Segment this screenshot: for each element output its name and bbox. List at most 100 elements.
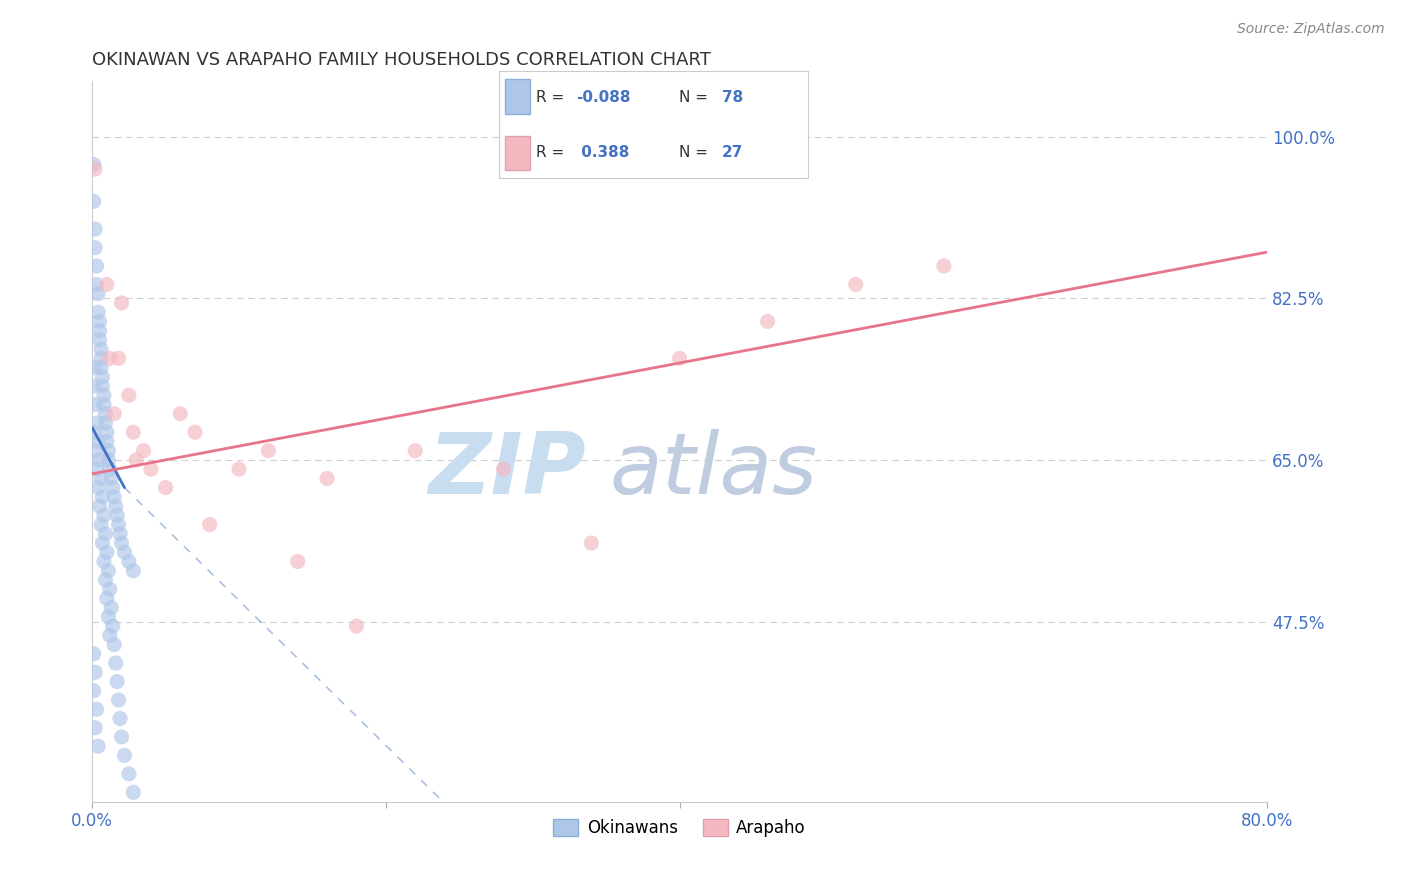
Text: 0.388: 0.388 bbox=[576, 145, 630, 161]
Point bbox=[91, 369, 114, 384]
Point bbox=[118, 767, 141, 781]
Point bbox=[114, 545, 136, 559]
Text: R =: R = bbox=[536, 89, 569, 104]
Point bbox=[93, 508, 115, 523]
Point bbox=[103, 490, 125, 504]
Text: Source: ZipAtlas.com: Source: ZipAtlas.com bbox=[1237, 22, 1385, 37]
Point bbox=[84, 241, 107, 255]
Point bbox=[90, 360, 112, 375]
Point bbox=[86, 277, 108, 292]
Point bbox=[845, 277, 868, 292]
Point bbox=[932, 259, 955, 273]
Point bbox=[84, 222, 107, 236]
Point bbox=[155, 481, 177, 495]
Point bbox=[105, 508, 128, 523]
Point bbox=[107, 517, 129, 532]
Point bbox=[83, 194, 105, 209]
Point bbox=[100, 471, 122, 485]
Point bbox=[118, 554, 141, 568]
Point bbox=[97, 453, 120, 467]
Point bbox=[86, 259, 108, 273]
Point bbox=[96, 277, 118, 292]
Point bbox=[104, 656, 127, 670]
Point bbox=[108, 526, 131, 541]
Bar bbox=[505, 79, 530, 114]
Point bbox=[101, 481, 124, 495]
Point bbox=[228, 462, 250, 476]
Point bbox=[98, 628, 121, 642]
Point bbox=[98, 462, 121, 476]
Point bbox=[103, 407, 125, 421]
Bar bbox=[505, 136, 530, 170]
Text: N =: N = bbox=[679, 145, 713, 161]
Point bbox=[90, 471, 112, 485]
Point bbox=[94, 573, 117, 587]
Point bbox=[87, 739, 110, 754]
Point bbox=[87, 434, 110, 449]
Point bbox=[93, 554, 115, 568]
Point bbox=[94, 407, 117, 421]
Text: -0.088: -0.088 bbox=[576, 89, 631, 104]
Point bbox=[83, 157, 105, 171]
Point bbox=[87, 286, 110, 301]
Point bbox=[122, 564, 145, 578]
Point bbox=[83, 425, 105, 440]
Point bbox=[87, 305, 110, 319]
Point bbox=[83, 360, 105, 375]
Point bbox=[96, 591, 118, 606]
Point bbox=[89, 314, 111, 328]
Point bbox=[198, 517, 221, 532]
Point bbox=[90, 342, 112, 356]
Point bbox=[94, 526, 117, 541]
Text: N =: N = bbox=[679, 89, 713, 104]
Point bbox=[89, 324, 111, 338]
Point bbox=[756, 314, 779, 328]
Point bbox=[94, 416, 117, 430]
Point bbox=[93, 388, 115, 402]
Point bbox=[105, 674, 128, 689]
Point bbox=[114, 748, 136, 763]
Point bbox=[107, 693, 129, 707]
Point bbox=[90, 351, 112, 366]
Point bbox=[89, 333, 111, 347]
Point bbox=[108, 711, 131, 725]
Point bbox=[103, 638, 125, 652]
Point bbox=[97, 443, 120, 458]
Point bbox=[668, 351, 690, 366]
Legend: Okinawans, Arapaho: Okinawans, Arapaho bbox=[547, 812, 813, 844]
Point bbox=[86, 462, 108, 476]
Point bbox=[96, 434, 118, 449]
Point bbox=[492, 462, 515, 476]
Point bbox=[96, 425, 118, 440]
Point bbox=[404, 443, 426, 458]
Point bbox=[101, 619, 124, 633]
Point bbox=[104, 499, 127, 513]
Point bbox=[84, 443, 107, 458]
Point bbox=[110, 536, 132, 550]
Point bbox=[86, 416, 108, 430]
Point bbox=[184, 425, 207, 440]
Point bbox=[84, 162, 107, 177]
Point bbox=[110, 296, 132, 310]
Point bbox=[87, 481, 110, 495]
Point bbox=[93, 398, 115, 412]
Point bbox=[91, 490, 114, 504]
Text: atlas: atlas bbox=[609, 429, 817, 512]
Point bbox=[89, 499, 111, 513]
Point bbox=[91, 536, 114, 550]
Point bbox=[257, 443, 280, 458]
Point bbox=[90, 517, 112, 532]
Point bbox=[97, 610, 120, 624]
Point bbox=[84, 398, 107, 412]
Point bbox=[287, 554, 309, 568]
Point bbox=[125, 453, 148, 467]
Point bbox=[84, 665, 107, 680]
Point bbox=[132, 443, 155, 458]
Point bbox=[96, 545, 118, 559]
Text: 78: 78 bbox=[721, 89, 744, 104]
Point bbox=[118, 388, 141, 402]
Point bbox=[83, 647, 105, 661]
Point bbox=[97, 564, 120, 578]
Point bbox=[100, 600, 122, 615]
Point bbox=[346, 619, 368, 633]
